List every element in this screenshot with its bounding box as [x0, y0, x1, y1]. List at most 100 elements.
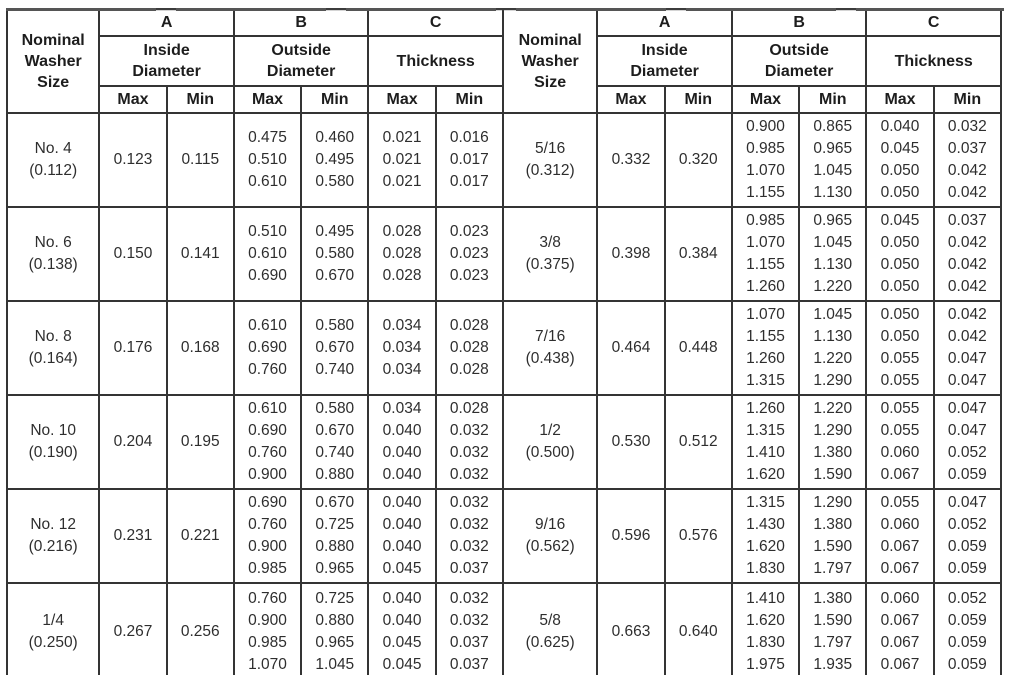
- outside-dia-max-cell: 0.690 0.760 0.900 0.985: [232, 488, 303, 584]
- col-a-header: A: [98, 8, 235, 37]
- inside-dia-min-cell: 0.256: [165, 582, 235, 675]
- inside-dia-min-cell: 0.320: [663, 112, 733, 208]
- table-row: No. 6 (0.138) 0.150 0.141 0.510 0.610 0.…: [5, 206, 1003, 302]
- thickness-max-cell: 0.021 0.021 0.021: [367, 112, 437, 208]
- max-header: Max: [98, 85, 168, 114]
- thickness-max-cell: 0.060 0.067 0.067 0.067: [865, 582, 935, 675]
- min-header: Min: [165, 85, 235, 114]
- outside-dia-max-cell: 1.410 1.620 1.830 1.975: [730, 582, 801, 675]
- thickness-max-cell: 0.034 0.040 0.040 0.040: [367, 394, 437, 490]
- max-header: Max: [730, 85, 801, 114]
- outside-diameter-header: Outside Diameter: [232, 35, 370, 87]
- max-header: Max: [865, 85, 935, 114]
- washer-dimension-table: Nominal Washer Size A B C Nominal Washer…: [5, 8, 1003, 675]
- inside-dia-min-cell: 0.221: [165, 488, 235, 584]
- inside-dia-max-cell: 0.332: [596, 112, 666, 208]
- thickness-max-cell: 0.055 0.055 0.060 0.067: [865, 394, 935, 490]
- size-cell: 9/16 (0.562): [501, 488, 599, 584]
- inside-diameter-header: Inside Diameter: [98, 35, 235, 87]
- scan-edge-artifact: [6, 8, 1004, 11]
- size-cell: 3/8 (0.375): [501, 206, 599, 302]
- outside-dia-min-cell: 1.220 1.290 1.380 1.590: [798, 394, 868, 490]
- thickness-min-cell: 0.037 0.042 0.042 0.042: [932, 206, 1003, 302]
- min-header: Min: [932, 85, 1003, 114]
- size-cell: No. 4 (0.112): [5, 112, 101, 208]
- thickness-min-cell: 0.028 0.032 0.032 0.032: [434, 394, 504, 490]
- inside-dia-min-cell: 0.448: [663, 300, 733, 396]
- inside-dia-max-cell: 0.176: [98, 300, 168, 396]
- inside-dia-min-cell: 0.115: [165, 112, 235, 208]
- thickness-max-cell: 0.028 0.028 0.028: [367, 206, 437, 302]
- thickness-min-cell: 0.047 0.047 0.052 0.059: [932, 394, 1003, 490]
- max-header: Max: [596, 85, 666, 114]
- min-header: Min: [663, 85, 733, 114]
- thickness-header: Thickness: [367, 35, 504, 87]
- outside-dia-min-cell: 0.495 0.580 0.670: [300, 206, 370, 302]
- outside-dia-min-cell: 0.580 0.670 0.740: [300, 300, 370, 396]
- thickness-min-cell: 0.023 0.023 0.023: [434, 206, 504, 302]
- outside-dia-min-cell: 0.460 0.495 0.580: [300, 112, 370, 208]
- size-cell: 7/16 (0.438): [501, 300, 599, 396]
- inside-dia-min-cell: 0.168: [165, 300, 235, 396]
- col-b-header: B: [730, 8, 868, 37]
- size-cell: 1/2 (0.500): [501, 394, 599, 490]
- nominal-size-header: Nominal Washer Size: [501, 8, 599, 114]
- table-row: No. 4 (0.112) 0.123 0.115 0.475 0.510 0.…: [5, 112, 1003, 208]
- outside-dia-min-cell: 1.380 1.590 1.797 1.935: [798, 582, 868, 675]
- outside-dia-max-cell: 1.260 1.315 1.410 1.620: [730, 394, 801, 490]
- inside-dia-max-cell: 0.204: [98, 394, 168, 490]
- inside-dia-max-cell: 0.596: [596, 488, 666, 584]
- thickness-max-cell: 0.040 0.040 0.045 0.045: [367, 582, 437, 675]
- outside-dia-max-cell: 0.900 0.985 1.070 1.155: [730, 112, 801, 208]
- thickness-max-cell: 0.034 0.034 0.034: [367, 300, 437, 396]
- inside-dia-max-cell: 0.267: [98, 582, 168, 675]
- outside-dia-max-cell: 0.985 1.070 1.155 1.260: [730, 206, 801, 302]
- thickness-min-cell: 0.032 0.037 0.042 0.042: [932, 112, 1003, 208]
- outside-dia-min-cell: 1.290 1.380 1.590 1.797: [798, 488, 868, 584]
- max-header: Max: [232, 85, 303, 114]
- thickness-max-cell: 0.040 0.045 0.050 0.050: [865, 112, 935, 208]
- table-row: No. 12 (0.216) 0.231 0.221 0.690 0.760 0…: [5, 488, 1003, 584]
- size-cell: No. 12 (0.216): [5, 488, 101, 584]
- inside-dia-max-cell: 0.398: [596, 206, 666, 302]
- thickness-min-cell: 0.016 0.017 0.017: [434, 112, 504, 208]
- max-header: Max: [367, 85, 437, 114]
- outside-dia-max-cell: 0.610 0.690 0.760 0.900: [232, 394, 303, 490]
- inside-dia-min-cell: 0.141: [165, 206, 235, 302]
- col-b-header: B: [232, 8, 370, 37]
- outside-dia-min-cell: 0.725 0.880 0.965 1.045: [300, 582, 370, 675]
- size-cell: 5/16 (0.312): [501, 112, 599, 208]
- size-cell: 1/4 (0.250): [5, 582, 101, 675]
- nominal-size-header: Nominal Washer Size: [5, 8, 101, 114]
- inside-dia-max-cell: 0.150: [98, 206, 168, 302]
- size-cell: No. 10 (0.190): [5, 394, 101, 490]
- col-a-header: A: [596, 8, 733, 37]
- outside-dia-max-cell: 0.510 0.610 0.690: [232, 206, 303, 302]
- inside-diameter-header: Inside Diameter: [596, 35, 733, 87]
- outside-dia-min-cell: 1.045 1.130 1.220 1.290: [798, 300, 868, 396]
- outside-dia-min-cell: 0.580 0.670 0.740 0.880: [300, 394, 370, 490]
- table-row: 1/4 (0.250) 0.267 0.256 0.760 0.900 0.98…: [5, 582, 1003, 675]
- outside-dia-max-cell: 0.760 0.900 0.985 1.070: [232, 582, 303, 675]
- inside-dia-min-cell: 0.512: [663, 394, 733, 490]
- outside-diameter-header: Outside Diameter: [730, 35, 868, 87]
- col-c-header: C: [367, 8, 504, 37]
- thickness-min-cell: 0.052 0.059 0.059 0.059: [932, 582, 1003, 675]
- size-cell: 5/8 (0.625): [501, 582, 599, 675]
- inside-dia-min-cell: 0.195: [165, 394, 235, 490]
- inside-dia-max-cell: 0.530: [596, 394, 666, 490]
- min-header: Min: [300, 85, 370, 114]
- thickness-max-cell: 0.040 0.040 0.040 0.045: [367, 488, 437, 584]
- min-header: Min: [798, 85, 868, 114]
- col-c-header: C: [865, 8, 1002, 37]
- thickness-min-cell: 0.028 0.028 0.028: [434, 300, 504, 396]
- inside-dia-max-cell: 0.464: [596, 300, 666, 396]
- thickness-max-cell: 0.050 0.050 0.055 0.055: [865, 300, 935, 396]
- size-cell: No. 8 (0.164): [5, 300, 101, 396]
- inside-dia-max-cell: 0.123: [98, 112, 168, 208]
- inside-dia-min-cell: 0.576: [663, 488, 733, 584]
- thickness-min-cell: 0.032 0.032 0.032 0.037: [434, 488, 504, 584]
- outside-dia-min-cell: 0.670 0.725 0.880 0.965: [300, 488, 370, 584]
- outside-dia-max-cell: 0.475 0.510 0.610: [232, 112, 303, 208]
- outside-dia-min-cell: 0.965 1.045 1.130 1.220: [798, 206, 868, 302]
